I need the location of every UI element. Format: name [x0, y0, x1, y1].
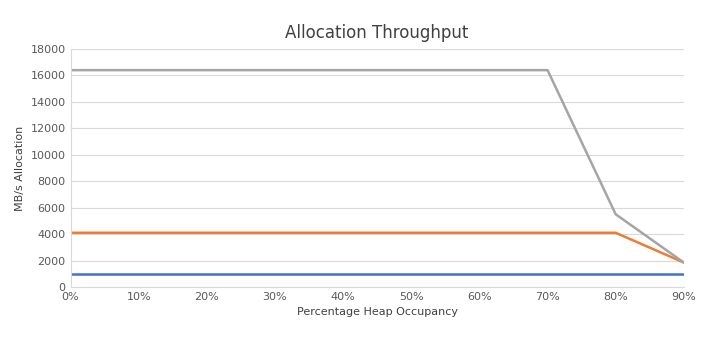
16384 Mb/s	[475, 68, 484, 72]
4096 Mb/s	[339, 231, 348, 235]
Line: 4096 Mb/s: 4096 Mb/s	[70, 233, 684, 262]
Y-axis label: MB/s Allocation: MB/s Allocation	[15, 125, 25, 211]
Title: Allocation Throughput: Allocation Throughput	[286, 24, 469, 42]
16384 Mb/s	[611, 212, 620, 216]
1024 Mb/s	[680, 272, 688, 276]
16384 Mb/s	[202, 68, 211, 72]
1024 Mb/s	[135, 272, 143, 276]
4096 Mb/s	[271, 231, 279, 235]
4096 Mb/s	[611, 231, 620, 235]
16384 Mb/s	[135, 68, 143, 72]
1024 Mb/s	[611, 272, 620, 276]
1024 Mb/s	[544, 272, 552, 276]
X-axis label: Percentage Heap Occupancy: Percentage Heap Occupancy	[297, 307, 458, 317]
16384 Mb/s	[544, 68, 552, 72]
Line: 16384 Mb/s: 16384 Mb/s	[70, 70, 684, 262]
16384 Mb/s	[66, 68, 75, 72]
4096 Mb/s	[135, 231, 143, 235]
16384 Mb/s	[339, 68, 348, 72]
4096 Mb/s	[407, 231, 415, 235]
4096 Mb/s	[66, 231, 75, 235]
4096 Mb/s	[544, 231, 552, 235]
16384 Mb/s	[407, 68, 415, 72]
1024 Mb/s	[271, 272, 279, 276]
4096 Mb/s	[475, 231, 484, 235]
1024 Mb/s	[339, 272, 348, 276]
16384 Mb/s	[680, 260, 688, 265]
16384 Mb/s	[271, 68, 279, 72]
1024 Mb/s	[407, 272, 415, 276]
1024 Mb/s	[202, 272, 211, 276]
4096 Mb/s	[680, 260, 688, 265]
1024 Mb/s	[475, 272, 484, 276]
4096 Mb/s	[202, 231, 211, 235]
1024 Mb/s	[66, 272, 75, 276]
